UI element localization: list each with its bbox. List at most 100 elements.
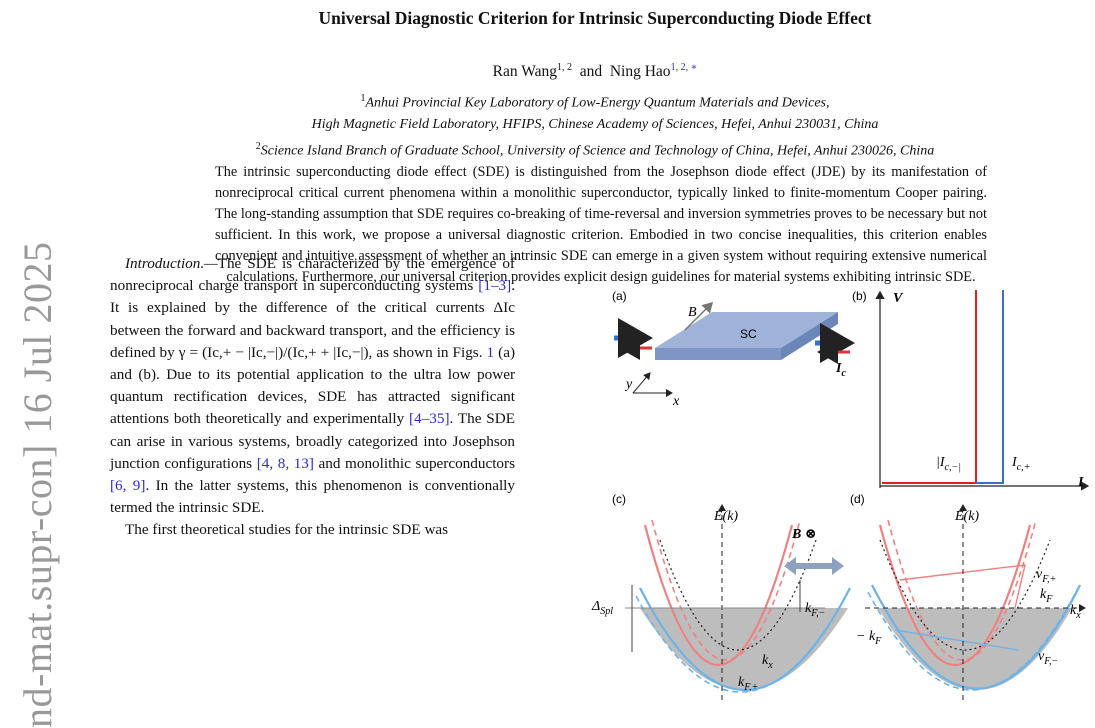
label-sub: F,+ [743,682,758,693]
panel-label: (d) [850,492,865,506]
label-main: k [738,675,745,690]
affiliation-line: 2Science Island Branch of Graduate Schoo… [0,136,1095,162]
label-main: y [624,377,633,392]
affiliation-text: Science Island Branch of Graduate School… [260,143,935,159]
figure-shape [882,290,977,484]
label-main: V [893,291,904,306]
figure-label: kF [1040,587,1053,605]
affiliation-mark: 2 [255,140,261,152]
label-main: I [1077,475,1084,490]
figure-label: vF,− [1038,649,1058,667]
figure-label: SC [740,327,757,341]
author-connector: and [579,63,603,81]
label-main: I [1011,455,1018,470]
panel-label: (b) [852,289,867,303]
citation-link[interactable]: [4–35] [409,410,450,428]
text-run: (a) and (b). Due to its potential applic… [110,343,516,428]
figure-label: |Ic,−| [936,455,961,473]
figure-shape [655,348,781,360]
text-run: . It is explained by the difference of t… [110,277,515,361]
label-main: k [762,653,769,668]
label-main: v [1038,649,1045,664]
label-main: x [672,394,680,409]
label-main: Δ [591,599,600,614]
label-main: B [688,305,697,320]
author-affiliation-mark: 1, 2, ∗ [670,62,698,73]
figure-shape [899,564,1026,609]
label-main: − k [856,629,876,644]
figure-label: ΔSpl [591,599,613,617]
text-run: Introduction.— [125,255,218,272]
label-sub: c,+ [1017,462,1031,473]
author-affiliation-mark: 1, 2 [556,62,572,73]
label-main: k [1040,587,1047,602]
figure-label: kF,− [805,601,825,619]
panel-label: (c) [612,492,626,506]
label-sub: F [874,636,882,647]
figure-shape [643,524,794,666]
axis-line [684,301,714,331]
citation-link[interactable]: [4, 8, 13] [256,454,314,472]
figure-label: E(k) [713,509,738,524]
affiliation-text: Anhui Provincial Key Laboratory of Low-E… [365,95,830,111]
label-sub: F,− [1043,656,1058,667]
field-arrow [784,557,844,575]
citation-link[interactable]: [6, 9] [110,477,146,495]
author-name: Ran Wang [492,63,557,81]
figure-shape [659,539,817,651]
abstract: The intrinsic superconducting diode effe… [215,164,987,285]
label-sub: x [767,660,773,671]
label-main: E(k) [713,509,738,524]
figure-label: I [1077,475,1084,490]
label-main: v [1036,567,1043,582]
affiliation-line: 1Anhui Provincial Key Laboratory of Low-… [0,88,1095,114]
figure-label: x [672,394,680,409]
figure-label: y [624,377,633,392]
figure-label: kx [762,653,773,671]
figure-label: B [688,305,697,320]
paragraph: Introduction.—The SDE is characterized b… [110,253,515,519]
text-run: . The SDE can arise in various systems, … [110,410,515,472]
label-main: E(k) [954,509,979,524]
label-sub: F,+ [1041,574,1056,585]
figure-label: Ic [835,361,846,379]
label-main: |I [936,455,946,470]
panel-label: (a) [612,289,627,303]
paper-title: Universal Diagnostic Criterion for Intri… [318,8,872,28]
figure-shape [976,290,1004,484]
figure-shape [784,557,844,575]
label-sub: Spl [600,606,613,617]
text-run: . In the latter systems, this phenomenon… [110,477,515,517]
body-text: Introduction.—The SDE is characterized b… [110,253,515,542]
figure-label: E(k) [954,509,979,524]
text-run: The SDE is characterized by the emergenc… [110,255,515,295]
figure-label: kx [1070,603,1081,621]
author-name: Ning Hao [609,63,671,81]
panel-a-drawing [614,301,855,397]
label-main: I [835,361,842,376]
paragraph: The first theoretical studies for the in… [110,519,515,541]
figure-shape [655,312,838,348]
figure-shape [867,591,1077,691]
affiliation-text: High Magnetic Field Laboratory, HFIPS, C… [311,117,879,133]
label-main: SC [740,327,757,341]
figure-shape [651,519,801,661]
figure-label: vF,+ [1036,567,1056,585]
affiliations: 1Anhui Provincial Key Laboratory of Low-… [0,88,1095,162]
figure-label: kF,+ [738,675,758,693]
figure-shape [871,584,1081,690]
figure-label: Ic,+ [1011,455,1030,473]
citation-link[interactable]: [1–3] [478,277,512,295]
figure-shape [887,519,1037,661]
label-main: k [1070,603,1077,618]
figure-label: B ⊗ [791,527,817,542]
citation-link[interactable]: 1 [486,343,495,361]
figure-shape [879,539,1051,651]
affiliation-mark: 1 [360,93,366,104]
label-sub: F [1045,594,1053,605]
text-run: The first theoretical studies for the in… [125,521,449,539]
text-run: and monolithic superconductors [313,454,515,472]
label-sub: c [841,368,846,379]
affiliation-line: High Magnetic Field Laboratory, HFIPS, C… [0,114,1095,136]
